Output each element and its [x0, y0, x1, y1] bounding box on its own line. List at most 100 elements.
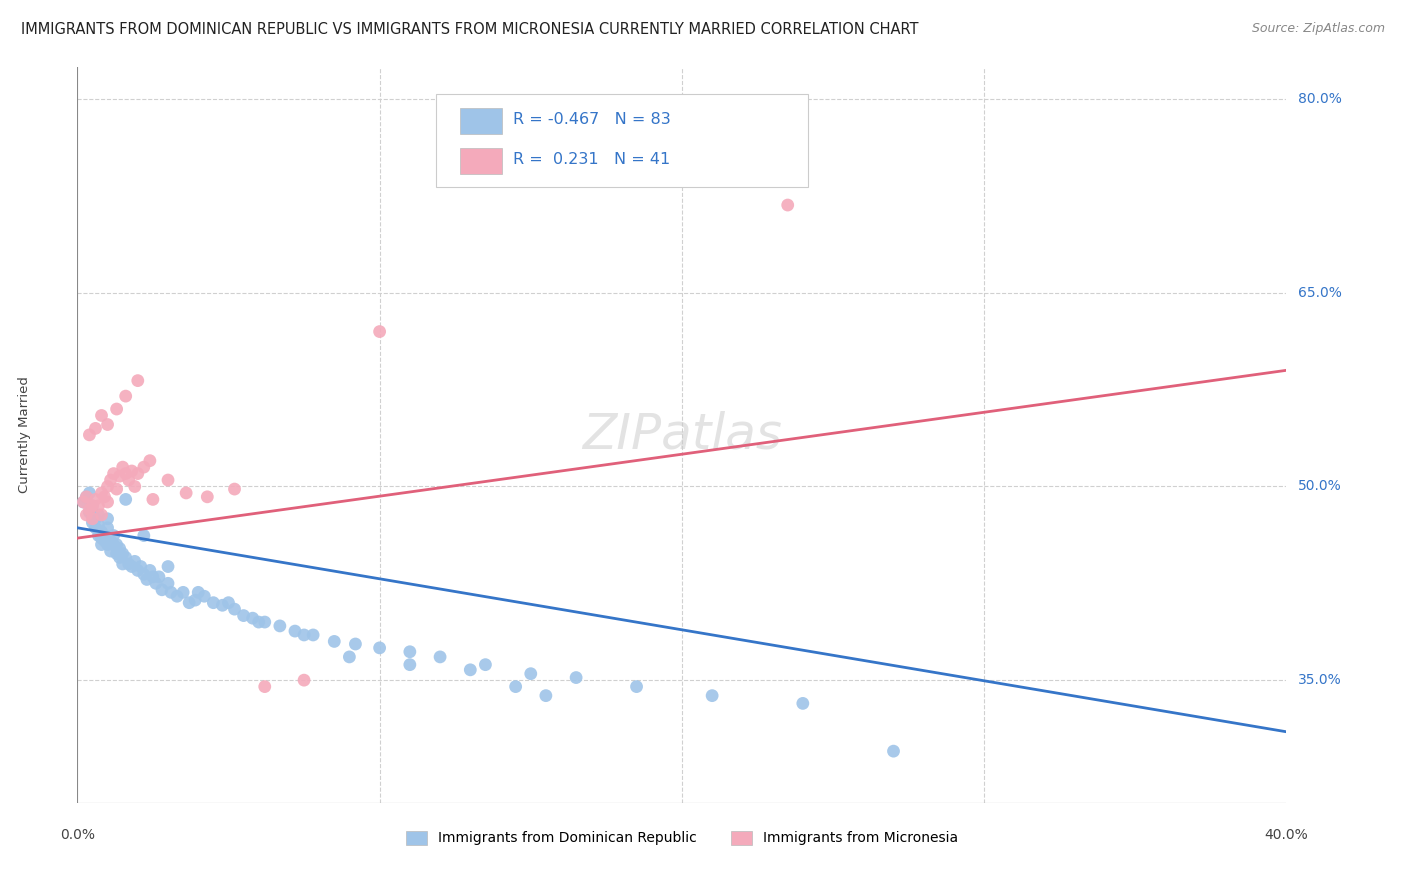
Point: [135, 573, 157, 587]
Point: [79, 502, 101, 516]
Point: [565, 671, 588, 685]
Point: [368, 640, 391, 655]
Point: [179, 596, 201, 610]
Point: [90, 486, 112, 500]
Point: [84, 521, 107, 535]
Point: [111, 547, 134, 561]
Point: [776, 198, 799, 212]
Point: [626, 680, 648, 694]
Point: [211, 599, 233, 613]
Text: ZIPatlas: ZIPatlas: [582, 411, 782, 458]
Point: [103, 528, 125, 542]
Point: [127, 374, 149, 388]
Text: 40.0%: 40.0%: [1264, 828, 1309, 842]
Point: [82, 508, 104, 522]
Point: [96, 538, 118, 552]
Point: [114, 467, 136, 481]
Point: [292, 628, 315, 642]
Point: [111, 557, 134, 571]
Point: [87, 499, 110, 513]
Point: [132, 528, 155, 542]
Point: [103, 538, 125, 552]
Point: [202, 596, 225, 610]
Point: [139, 563, 162, 577]
Point: [82, 516, 104, 530]
Point: [302, 628, 325, 642]
Point: [105, 402, 128, 417]
Point: [82, 499, 104, 513]
Point: [72, 495, 94, 509]
Point: [96, 417, 118, 432]
Point: [90, 409, 112, 423]
Point: [139, 453, 162, 467]
Point: [75, 508, 97, 522]
Point: [187, 585, 209, 599]
Text: Source: ZipAtlas.com: Source: ZipAtlas.com: [1251, 22, 1385, 36]
Point: [93, 528, 115, 542]
Point: [90, 524, 112, 539]
Point: [105, 482, 128, 496]
Point: [118, 557, 141, 571]
Point: [505, 680, 527, 694]
Point: [253, 615, 276, 629]
Point: [193, 589, 215, 603]
Point: [883, 744, 905, 758]
Point: [284, 624, 307, 639]
Point: [96, 521, 118, 535]
Point: [127, 563, 149, 577]
Text: 35.0%: 35.0%: [1298, 673, 1341, 687]
Point: [87, 518, 110, 533]
Point: [124, 554, 146, 568]
Point: [792, 697, 814, 711]
Point: [87, 528, 110, 542]
Point: [90, 508, 112, 522]
Point: [108, 469, 131, 483]
Point: [520, 666, 543, 681]
Point: [129, 559, 152, 574]
Point: [90, 531, 112, 545]
Point: [103, 467, 125, 481]
Point: [429, 649, 451, 664]
Point: [93, 490, 115, 504]
Point: [96, 479, 118, 493]
Point: [108, 550, 131, 565]
Text: 80.0%: 80.0%: [1298, 92, 1341, 106]
Point: [96, 495, 118, 509]
Point: [292, 673, 315, 688]
Point: [174, 486, 197, 500]
Point: [90, 538, 112, 552]
Point: [82, 499, 104, 513]
Point: [121, 464, 143, 478]
Point: [118, 473, 141, 487]
Point: [100, 473, 122, 487]
Point: [218, 596, 240, 610]
Text: Currently Married: Currently Married: [18, 376, 31, 493]
Point: [145, 576, 167, 591]
Text: 65.0%: 65.0%: [1298, 285, 1341, 300]
Point: [172, 585, 194, 599]
Text: R = -0.467   N = 83: R = -0.467 N = 83: [513, 112, 671, 127]
Point: [247, 615, 270, 629]
Point: [474, 657, 496, 672]
Point: [344, 637, 367, 651]
Point: [132, 460, 155, 475]
Point: [114, 389, 136, 403]
Point: [96, 512, 118, 526]
Point: [142, 492, 165, 507]
Point: [399, 645, 422, 659]
Point: [114, 492, 136, 507]
Point: [323, 634, 346, 648]
Point: [105, 538, 128, 552]
Point: [124, 479, 146, 493]
Point: [232, 608, 254, 623]
Point: [160, 585, 183, 599]
Point: [84, 421, 107, 435]
Point: [458, 663, 481, 677]
Point: [127, 467, 149, 481]
Point: [242, 611, 264, 625]
Point: [87, 508, 110, 522]
Text: R =  0.231   N = 41: R = 0.231 N = 41: [513, 152, 671, 167]
Point: [184, 593, 207, 607]
Point: [269, 619, 291, 633]
Point: [142, 570, 165, 584]
